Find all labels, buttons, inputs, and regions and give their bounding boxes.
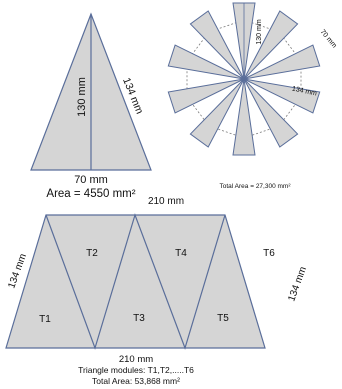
module-label-t4: T4 [175,248,187,259]
base-label: 70 mm [74,174,108,186]
module-label-t5: T5 [217,313,229,324]
area-label: Area = 4550 mm² [46,188,135,200]
strip-figure: 210 mm 134 mm 134 mm T1 T2 T3 T4 T5 T6 2… [5,196,309,386]
star-triangle-6 [232,78,256,156]
star-triangle-4 [243,78,321,114]
star-figure: 130 mm 70 mm 134 mm Total Area = 27,300 … [167,2,338,190]
star-triangle-5 [243,78,299,148]
star-triangle-8 [167,78,245,114]
strip-bottom-label: 210 mm [119,354,153,365]
star-total-area: Total Area = 27,300 mm² [220,183,292,190]
star-triangle-7 [189,78,245,148]
star-triangles [167,2,321,156]
star-label-130: 130 mm [256,19,263,44]
strip-right-side-label: 134 mm [286,265,309,303]
strip-top-label: 210 mm [148,196,184,207]
star-triangle-9 [167,44,245,80]
modules-caption: Triangle modules: T1,T2,.....T6 [78,365,194,375]
star-label-70: 70 mm [319,29,338,50]
single-triangle-figure: 130 mm 134 mm 70 mm Area = 4550 mm² [30,12,152,200]
star-dashed-outline [186,19,302,139]
module-label-t6: T6 [263,248,275,259]
strip-outline [5,214,266,349]
module-label-t2: T2 [86,248,98,259]
strip-total-area: Total Area: 53,868 mm² [92,376,180,386]
module-label-t1: T1 [39,314,51,325]
star-triangle-2 [243,10,299,80]
star-triangle-10 [189,10,245,80]
star-triangle-3 [243,44,321,80]
strip-zigzag [45,213,226,350]
module-label-t3: T3 [133,313,145,324]
height-label: 130 mm [76,77,88,117]
